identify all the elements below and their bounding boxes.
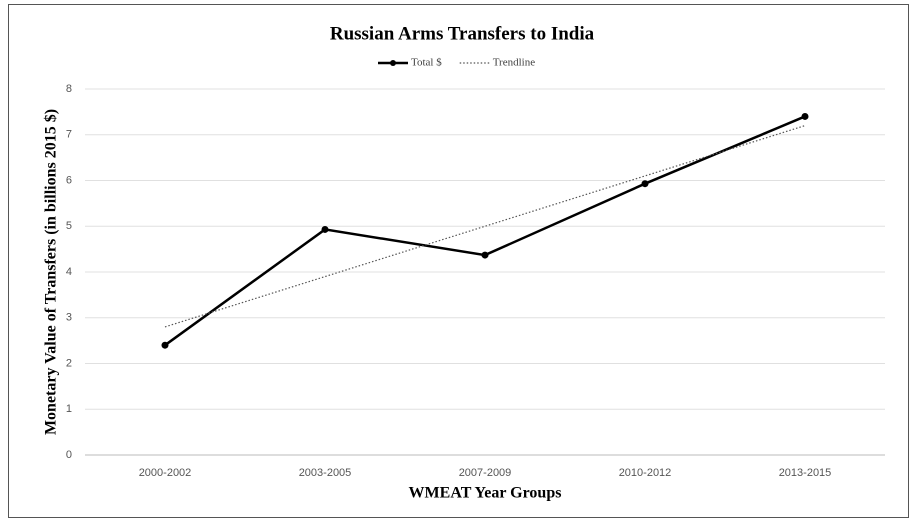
y-tick-label: 3 xyxy=(66,312,72,324)
x-tick-label: 2003-2005 xyxy=(299,467,352,479)
legend: Total $ Trendline xyxy=(378,57,535,69)
legend-label: Trendline xyxy=(493,57,535,69)
chart-border xyxy=(8,4,909,518)
legend-marker xyxy=(390,60,396,66)
chart-title: Russian Arms Transfers to India xyxy=(330,23,595,44)
y-tick-label: 4 xyxy=(66,266,72,278)
y-tick-label: 8 xyxy=(66,83,72,95)
x-tick-label: 2013-2015 xyxy=(779,467,832,479)
y-tick-label: 2 xyxy=(66,357,72,369)
x-tick-label: 2000-2002 xyxy=(139,467,192,479)
y-tick-label: 6 xyxy=(66,174,72,186)
data-point xyxy=(321,225,329,233)
y-axis-label: Monetary Value of Transfers (in billions… xyxy=(43,109,60,435)
data-point xyxy=(801,112,809,120)
y-tick-label: 0 xyxy=(66,449,72,461)
x-tick-label: 2007-2009 xyxy=(459,467,512,479)
x-axis-label: WMEAT Year Groups xyxy=(409,485,562,502)
y-tick-label: 1 xyxy=(66,403,72,415)
data-point xyxy=(481,251,489,259)
x-tick-label: 2010-2012 xyxy=(619,467,672,479)
y-tick-label: 7 xyxy=(66,129,72,141)
y-tick-label: 5 xyxy=(66,220,72,232)
data-point xyxy=(161,341,169,349)
legend-label: Total $ xyxy=(411,57,442,69)
data-point xyxy=(641,180,649,188)
